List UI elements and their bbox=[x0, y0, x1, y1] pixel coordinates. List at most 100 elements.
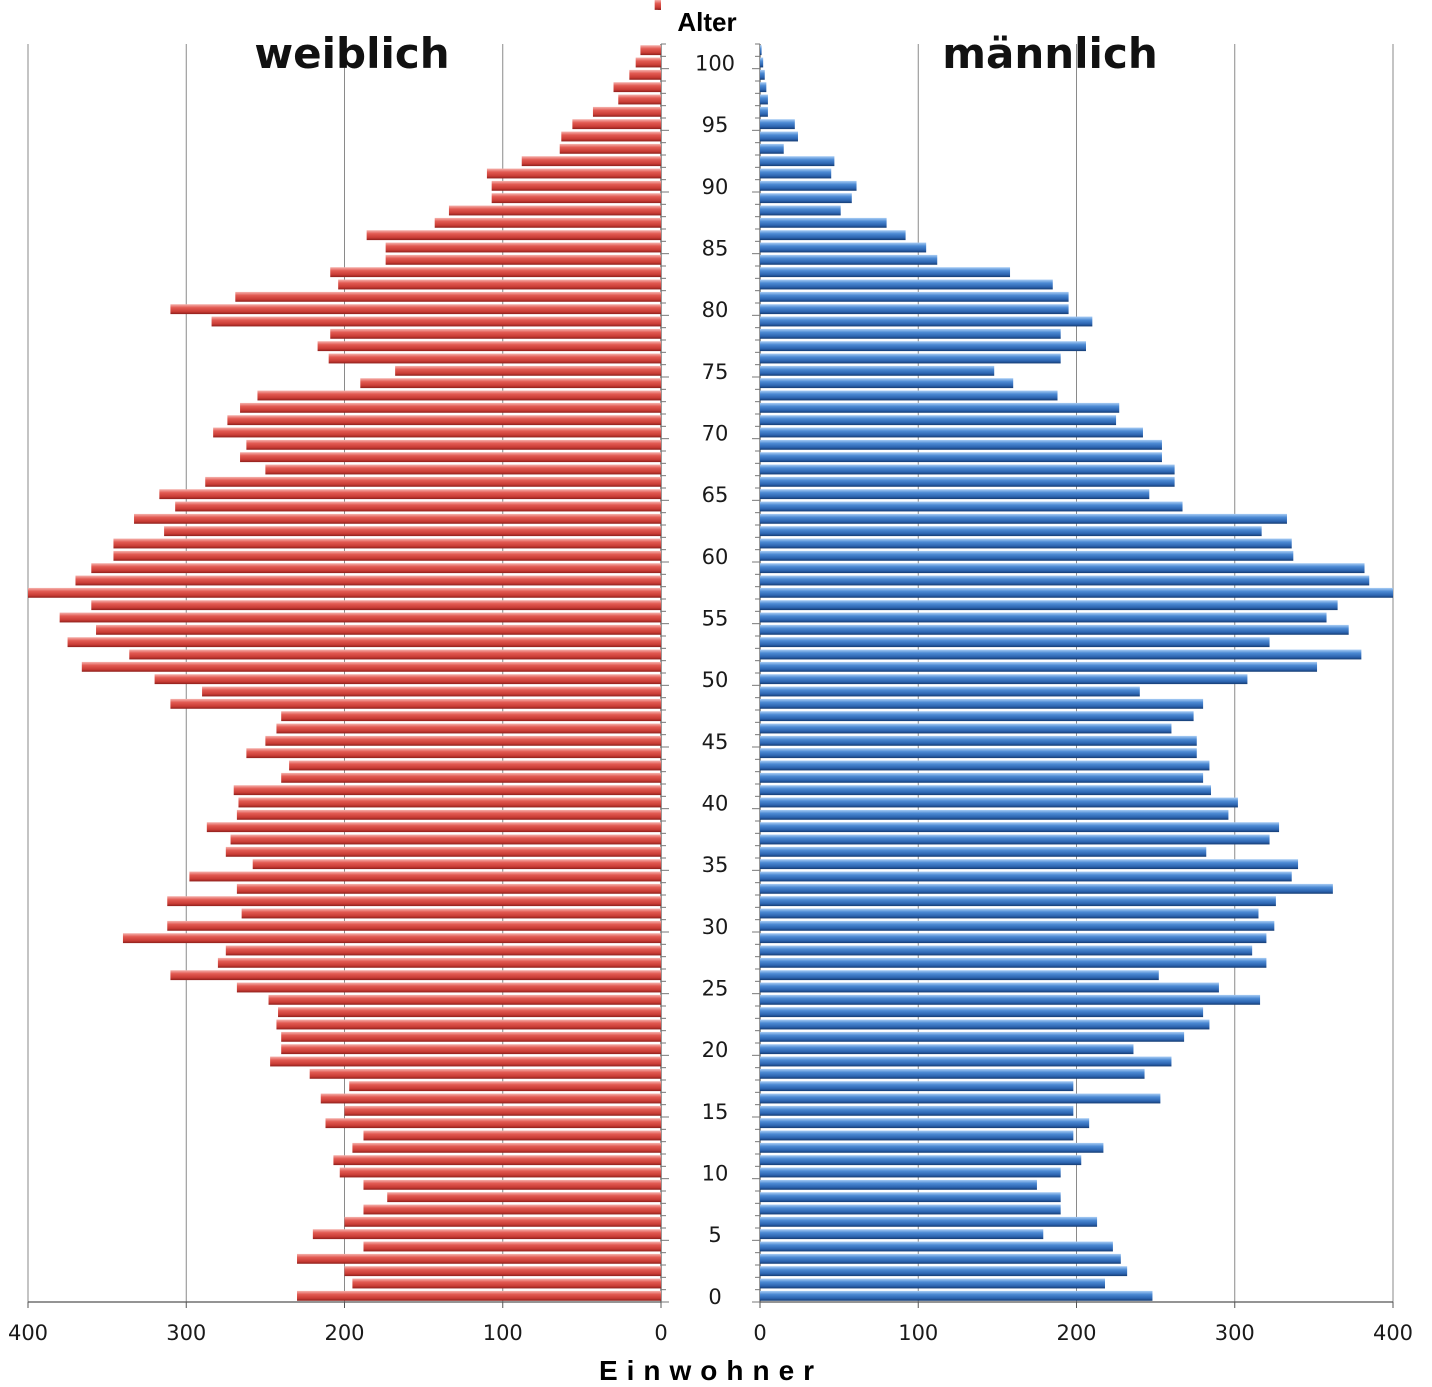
bar-maennlich-age-10 bbox=[760, 1167, 1061, 1178]
bar-maennlich-age-41 bbox=[760, 785, 1212, 796]
bar-maennlich-age-100 bbox=[760, 57, 764, 68]
y-tick-label: 90 bbox=[702, 175, 729, 199]
bar-maennlich-age-97 bbox=[760, 94, 768, 105]
bar-weiblich-age-61 bbox=[113, 538, 661, 549]
bar-maennlich-age-46 bbox=[760, 723, 1172, 734]
bar-weiblich-age-17 bbox=[349, 1081, 661, 1092]
bar-maennlich-age-88 bbox=[760, 205, 841, 216]
x-tick-label-maennlich: 0 bbox=[753, 1321, 766, 1345]
y-tick-label: 95 bbox=[702, 113, 729, 137]
y-tick-label: 35 bbox=[702, 853, 729, 877]
bar-maennlich-age-32 bbox=[760, 896, 1276, 907]
bar-weiblich-age-6 bbox=[344, 1216, 661, 1227]
bar-weiblich-age-48 bbox=[170, 698, 662, 709]
bar-maennlich-age-68 bbox=[760, 452, 1162, 463]
bar-weiblich-age-70 bbox=[213, 427, 661, 438]
bar-weiblich-age-16 bbox=[320, 1093, 661, 1104]
bar-maennlich-age-86 bbox=[760, 230, 906, 241]
y-tick-label: 80 bbox=[702, 298, 729, 322]
gridlines bbox=[27, 44, 1394, 1302]
bar-maennlich-age-1 bbox=[760, 1278, 1105, 1289]
bar-weiblich-age-64 bbox=[175, 501, 662, 512]
bar-weiblich-age-undefined bbox=[654, 0, 661, 10]
bar-maennlich-age-35 bbox=[760, 859, 1299, 870]
bar-maennlich-age-72 bbox=[760, 402, 1120, 413]
bar-maennlich-age-13 bbox=[760, 1130, 1074, 1141]
bar-weiblich-age-58 bbox=[75, 575, 662, 586]
bar-weiblich-age-72 bbox=[240, 402, 661, 413]
y-tick-label: 30 bbox=[702, 915, 729, 939]
bar-weiblich-age-20 bbox=[281, 1044, 661, 1055]
bar-maennlich-age-64 bbox=[760, 501, 1183, 512]
bar-weiblich-age-93 bbox=[559, 143, 661, 154]
bar-weiblich-age-5 bbox=[312, 1229, 661, 1240]
bar-weiblich-age-79 bbox=[211, 316, 661, 327]
bar-weiblich-age-33 bbox=[236, 883, 661, 894]
bar-maennlich-age-28 bbox=[760, 945, 1253, 956]
bar-weiblich-age-18 bbox=[309, 1068, 661, 1079]
bar-weiblich-age-78 bbox=[330, 328, 661, 339]
bar-maennlich-age-87 bbox=[760, 217, 887, 228]
bar-weiblich-age-27 bbox=[217, 957, 661, 968]
bar-weiblich-age-83 bbox=[330, 267, 661, 278]
bar-maennlich-age-11 bbox=[760, 1155, 1082, 1166]
bar-maennlich-age-38 bbox=[760, 822, 1280, 833]
bar-maennlich-age-27 bbox=[760, 957, 1267, 968]
bar-maennlich-age-61 bbox=[760, 538, 1292, 549]
bar-maennlich-age-15 bbox=[760, 1105, 1074, 1116]
bar-weiblich-age-44 bbox=[246, 748, 661, 759]
bar-weiblich-age-86 bbox=[366, 230, 661, 241]
bar-weiblich-age-30 bbox=[167, 920, 661, 931]
bar-weiblich-age-96 bbox=[592, 106, 661, 117]
bar-weiblich-age-29 bbox=[122, 933, 661, 944]
bar-weiblich-age-77 bbox=[317, 341, 661, 352]
bar-maennlich-age-93 bbox=[760, 143, 784, 154]
bar-weiblich-age-65 bbox=[159, 489, 661, 500]
bar-maennlich-age-53 bbox=[760, 637, 1270, 648]
bar-maennlich-age-94 bbox=[760, 131, 798, 142]
bar-maennlich-age-99 bbox=[760, 69, 765, 80]
bar-weiblich-age-42 bbox=[281, 772, 661, 783]
bars-maennlich bbox=[760, 45, 1393, 1301]
y-tick-label: 65 bbox=[702, 483, 729, 507]
bar-maennlich-age-9 bbox=[760, 1179, 1037, 1190]
bar-weiblich-age-85 bbox=[385, 242, 661, 253]
x-tick-label-maennlich: 100 bbox=[898, 1321, 938, 1345]
bar-maennlich-age-36 bbox=[760, 846, 1207, 857]
bar-maennlich-age-67 bbox=[760, 464, 1175, 475]
bar-weiblich-age-32 bbox=[167, 896, 661, 907]
bar-weiblich-age-87 bbox=[434, 217, 661, 228]
bar-weiblich-age-38 bbox=[206, 822, 661, 833]
bar-weiblich-age-62 bbox=[164, 526, 661, 537]
bar-weiblich-age-66 bbox=[205, 476, 662, 487]
y-axis-title: Alter bbox=[677, 7, 736, 37]
bar-weiblich-age-57 bbox=[28, 587, 661, 598]
legend-weiblich: weiblich bbox=[254, 29, 449, 78]
bar-weiblich-age-31 bbox=[241, 908, 661, 919]
bar-maennlich-age-75 bbox=[760, 365, 995, 376]
bar-maennlich-age-80 bbox=[760, 304, 1069, 315]
bar-maennlich-age-92 bbox=[760, 156, 835, 167]
bar-maennlich-age-51 bbox=[760, 661, 1318, 672]
bar-weiblich-age-1 bbox=[352, 1278, 661, 1289]
x-tick-label-maennlich: 200 bbox=[1056, 1321, 1096, 1345]
bar-weiblich-age-81 bbox=[235, 291, 661, 302]
bar-weiblich-age-100 bbox=[635, 57, 661, 68]
bar-weiblich-age-40 bbox=[238, 797, 661, 808]
y-tick-label: 20 bbox=[702, 1038, 729, 1062]
bar-maennlich-age-69 bbox=[760, 439, 1162, 450]
bar-weiblich-age-68 bbox=[240, 452, 661, 463]
bar-weiblich-age-51 bbox=[81, 661, 662, 672]
bar-maennlich-age-49 bbox=[760, 686, 1140, 697]
bar-maennlich-age-66 bbox=[760, 476, 1175, 487]
bar-maennlich-age-83 bbox=[760, 267, 1011, 278]
bar-maennlich-age-101 bbox=[760, 45, 762, 56]
bar-weiblich-age-91 bbox=[486, 168, 661, 179]
bar-maennlich-age-29 bbox=[760, 933, 1267, 944]
bar-weiblich-age-88 bbox=[448, 205, 661, 216]
bar-maennlich-age-3 bbox=[760, 1253, 1121, 1264]
x-tick-label-weiblich: 400 bbox=[8, 1321, 48, 1345]
bar-maennlich-age-5 bbox=[760, 1229, 1044, 1240]
bar-weiblich-age-22 bbox=[276, 1019, 661, 1030]
y-tick-label: 25 bbox=[702, 977, 729, 1001]
